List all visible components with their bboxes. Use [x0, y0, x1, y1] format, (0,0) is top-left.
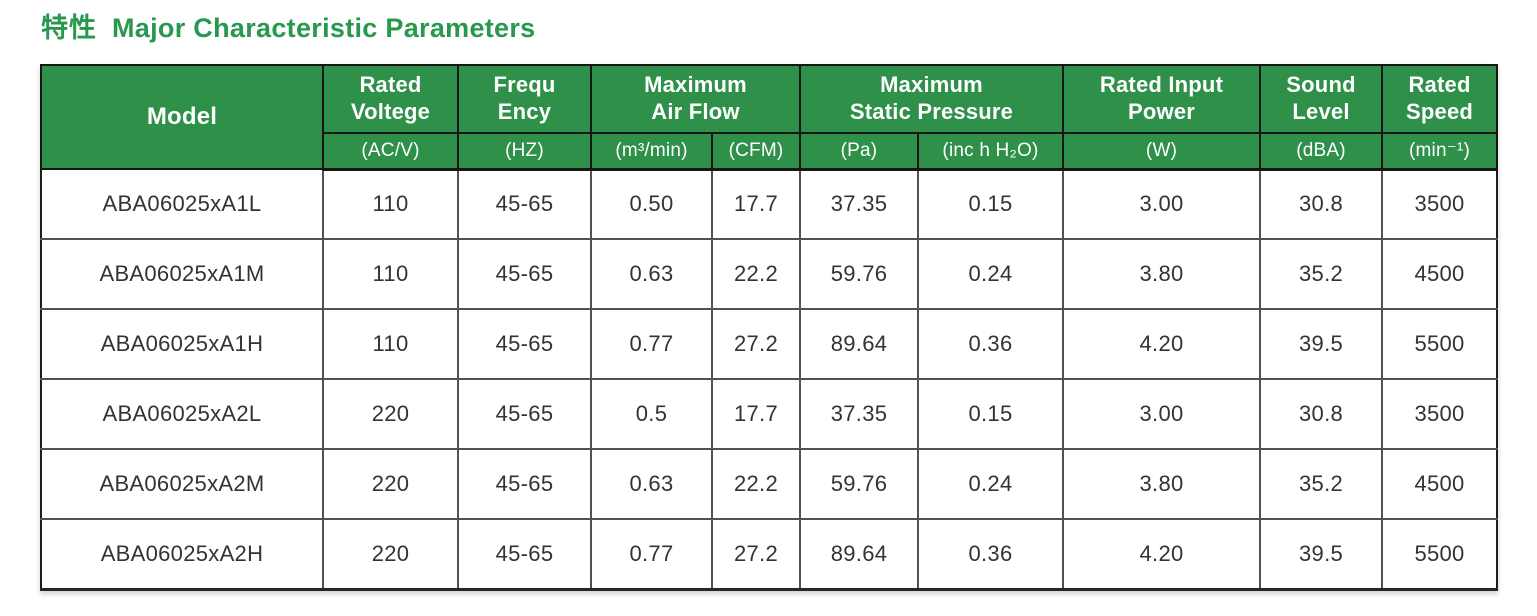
cell-pressure-inchh2o: 0.36	[916, 518, 1065, 591]
table-body: ABA06025xA1L 110 45-65 0.50 17.7 37.35 0…	[40, 168, 1499, 591]
cell-model: ABA06025xA1L	[40, 168, 324, 240]
col-header-rated-input-power: Rated Input Power	[1062, 64, 1262, 134]
table-row: ABA06025xA2M 220 45-65 0.63 22.2 59.76 0…	[40, 448, 1499, 520]
cell-airflow-cfm: 17.7	[711, 378, 801, 450]
cell-rated-voltage: 220	[322, 378, 459, 450]
unit-power-w: (W)	[1062, 132, 1262, 171]
cell-rated-voltage: 220	[322, 518, 459, 591]
cell-model: ABA06025xA1M	[40, 238, 324, 310]
cell-sound-level: 35.2	[1259, 448, 1384, 520]
page-title-en: Major Characteristic Parameters	[112, 13, 536, 43]
cell-frequency: 45-65	[457, 448, 592, 520]
cell-pressure-pa: 89.64	[799, 518, 919, 591]
page-title: 特性 Major Characteristic Parameters	[41, 6, 536, 45]
page-title-cjk: 特性	[41, 13, 97, 43]
cell-airflow-cfm: 27.2	[711, 308, 801, 380]
unit-airflow-m3min: (m³/min)	[590, 132, 713, 171]
cell-rated-speed: 5500	[1381, 308, 1499, 380]
cell-input-power: 4.20	[1062, 308, 1262, 380]
cell-sound-level: 35.2	[1259, 238, 1384, 310]
cell-rated-speed: 4500	[1381, 238, 1499, 310]
cell-airflow-m3min: 0.50	[590, 168, 713, 240]
cell-pressure-inchh2o: 0.15	[916, 168, 1065, 240]
cell-sound-level: 39.5	[1259, 518, 1384, 591]
cell-rated-speed: 5500	[1381, 518, 1499, 591]
cell-rated-voltage: 110	[322, 238, 459, 310]
table-row: ABA06025xA1H 110 45-65 0.77 27.2 89.64 0…	[40, 308, 1499, 380]
cell-airflow-m3min: 0.5	[590, 378, 713, 450]
cell-airflow-m3min: 0.77	[590, 518, 713, 591]
unit-pressure-inchh2o: (inc h H₂O)	[916, 132, 1065, 171]
cell-airflow-cfm: 17.7	[711, 168, 801, 240]
col-header-rated-speed: Rated Speed	[1381, 64, 1499, 134]
cell-input-power: 3.80	[1062, 238, 1262, 310]
cell-model: ABA06025xA2L	[40, 378, 324, 450]
cell-frequency: 45-65	[457, 518, 592, 591]
cell-rated-voltage: 110	[322, 308, 459, 380]
cell-model: ABA06025xA2M	[40, 448, 324, 520]
cell-pressure-pa: 59.76	[799, 448, 919, 520]
cell-pressure-inchh2o: 0.24	[916, 238, 1065, 310]
cell-pressure-inchh2o: 0.36	[916, 308, 1065, 380]
cell-pressure-inchh2o: 0.15	[916, 378, 1065, 450]
unit-frequency: (HZ)	[457, 132, 592, 171]
table-row: ABA06025xA2H 220 45-65 0.77 27.2 89.64 0…	[40, 518, 1499, 591]
cell-frequency: 45-65	[457, 168, 592, 240]
cell-input-power: 3.00	[1062, 168, 1262, 240]
cell-input-power: 4.20	[1062, 518, 1262, 591]
cell-input-power: 3.80	[1062, 448, 1262, 520]
cell-model: ABA06025xA2H	[40, 518, 324, 591]
table-row: ABA06025xA1L 110 45-65 0.50 17.7 37.35 0…	[40, 168, 1499, 240]
cell-airflow-m3min: 0.63	[590, 448, 713, 520]
unit-sound-dba: (dBA)	[1259, 132, 1384, 171]
cell-sound-level: 39.5	[1259, 308, 1384, 380]
table-row: ABA06025xA1M 110 45-65 0.63 22.2 59.76 0…	[40, 238, 1499, 310]
cell-pressure-inchh2o: 0.24	[916, 448, 1065, 520]
cell-airflow-cfm: 27.2	[711, 518, 801, 591]
cell-rated-speed: 3500	[1381, 168, 1499, 240]
cell-airflow-cfm: 22.2	[711, 448, 801, 520]
cell-pressure-pa: 37.35	[799, 378, 919, 450]
unit-airflow-cfm: (CFM)	[711, 132, 801, 171]
cell-airflow-m3min: 0.63	[590, 238, 713, 310]
cell-airflow-m3min: 0.77	[590, 308, 713, 380]
unit-speed-min: (min⁻¹)	[1381, 132, 1499, 171]
col-header-sound-level: Sound Level	[1259, 64, 1384, 134]
table-header: Model Rated Voltege Frequ Ency Maximum A…	[40, 64, 1499, 171]
col-header-rated-voltage: Rated Voltege	[322, 64, 459, 134]
cell-frequency: 45-65	[457, 238, 592, 310]
cell-pressure-pa: 89.64	[799, 308, 919, 380]
cell-sound-level: 30.8	[1259, 378, 1384, 450]
cell-frequency: 45-65	[457, 378, 592, 450]
unit-pressure-pa: (Pa)	[799, 132, 919, 171]
unit-voltage: (AC/V)	[322, 132, 459, 171]
col-header-model: Model	[40, 64, 324, 170]
cell-rated-speed: 4500	[1381, 448, 1499, 520]
cell-airflow-cfm: 22.2	[711, 238, 801, 310]
characteristics-table: Model Rated Voltege Frequ Ency Maximum A…	[40, 64, 1499, 591]
cell-input-power: 3.00	[1062, 378, 1262, 450]
cell-rated-voltage: 110	[322, 168, 459, 240]
cell-model: ABA06025xA1H	[40, 308, 324, 380]
header-row-units: (AC/V) (HZ) (m³/min) (CFM) (Pa) (inc h H…	[41, 132, 1499, 171]
cell-rated-speed: 3500	[1381, 378, 1499, 450]
cell-sound-level: 30.8	[1259, 168, 1384, 240]
table-row: ABA06025xA2L 220 45-65 0.5 17.7 37.35 0.…	[40, 378, 1499, 450]
cell-rated-voltage: 220	[322, 448, 459, 520]
header-row-main: Model Rated Voltege Frequ Ency Maximum A…	[40, 64, 1499, 170]
col-header-max-static-pressure: Maximum Static Pressure	[798, 64, 1065, 134]
col-header-frequency: Frequ Ency	[457, 64, 592, 134]
cell-pressure-pa: 37.35	[799, 168, 919, 240]
cell-frequency: 45-65	[457, 308, 592, 380]
cell-pressure-pa: 59.76	[799, 238, 919, 310]
col-header-max-air-flow: Maximum Air Flow	[590, 64, 801, 134]
